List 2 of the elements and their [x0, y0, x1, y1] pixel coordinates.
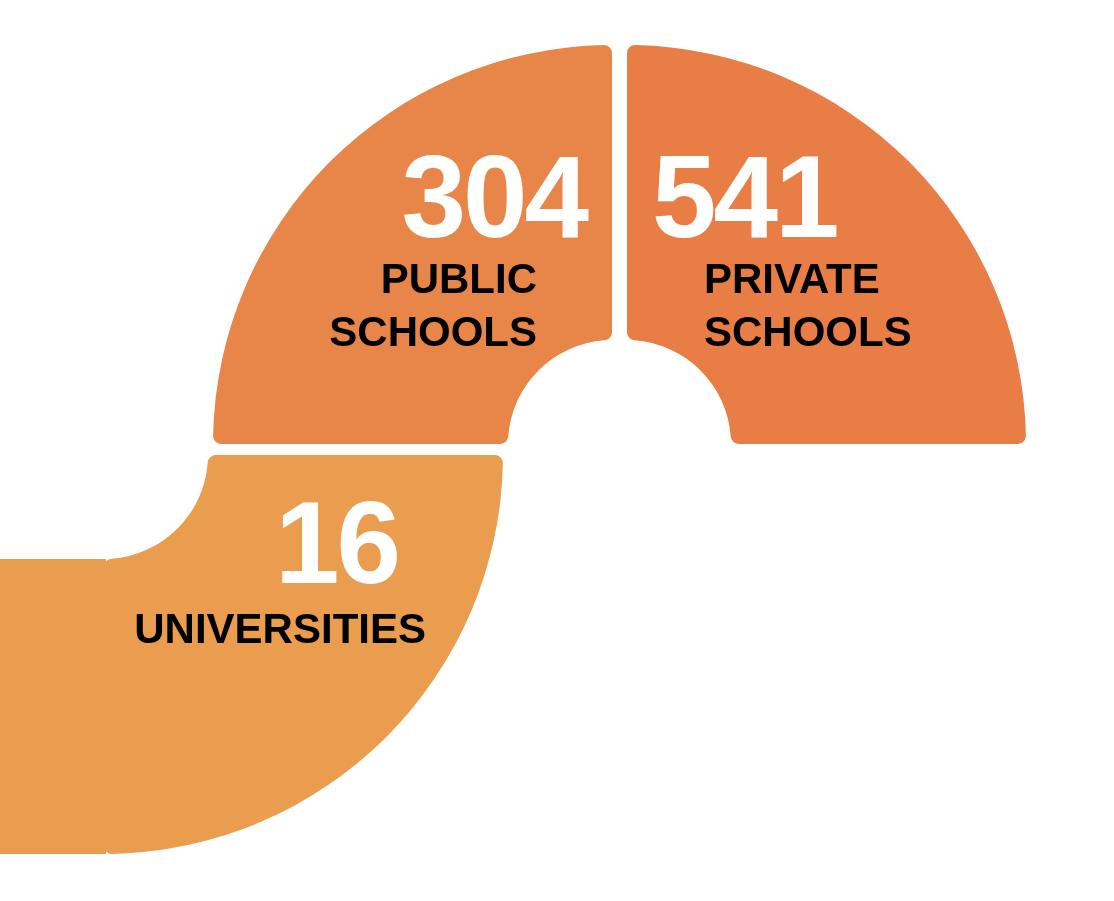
- category-label: UNIVERSITIES: [134, 605, 426, 652]
- data-label: 16: [274, 478, 398, 608]
